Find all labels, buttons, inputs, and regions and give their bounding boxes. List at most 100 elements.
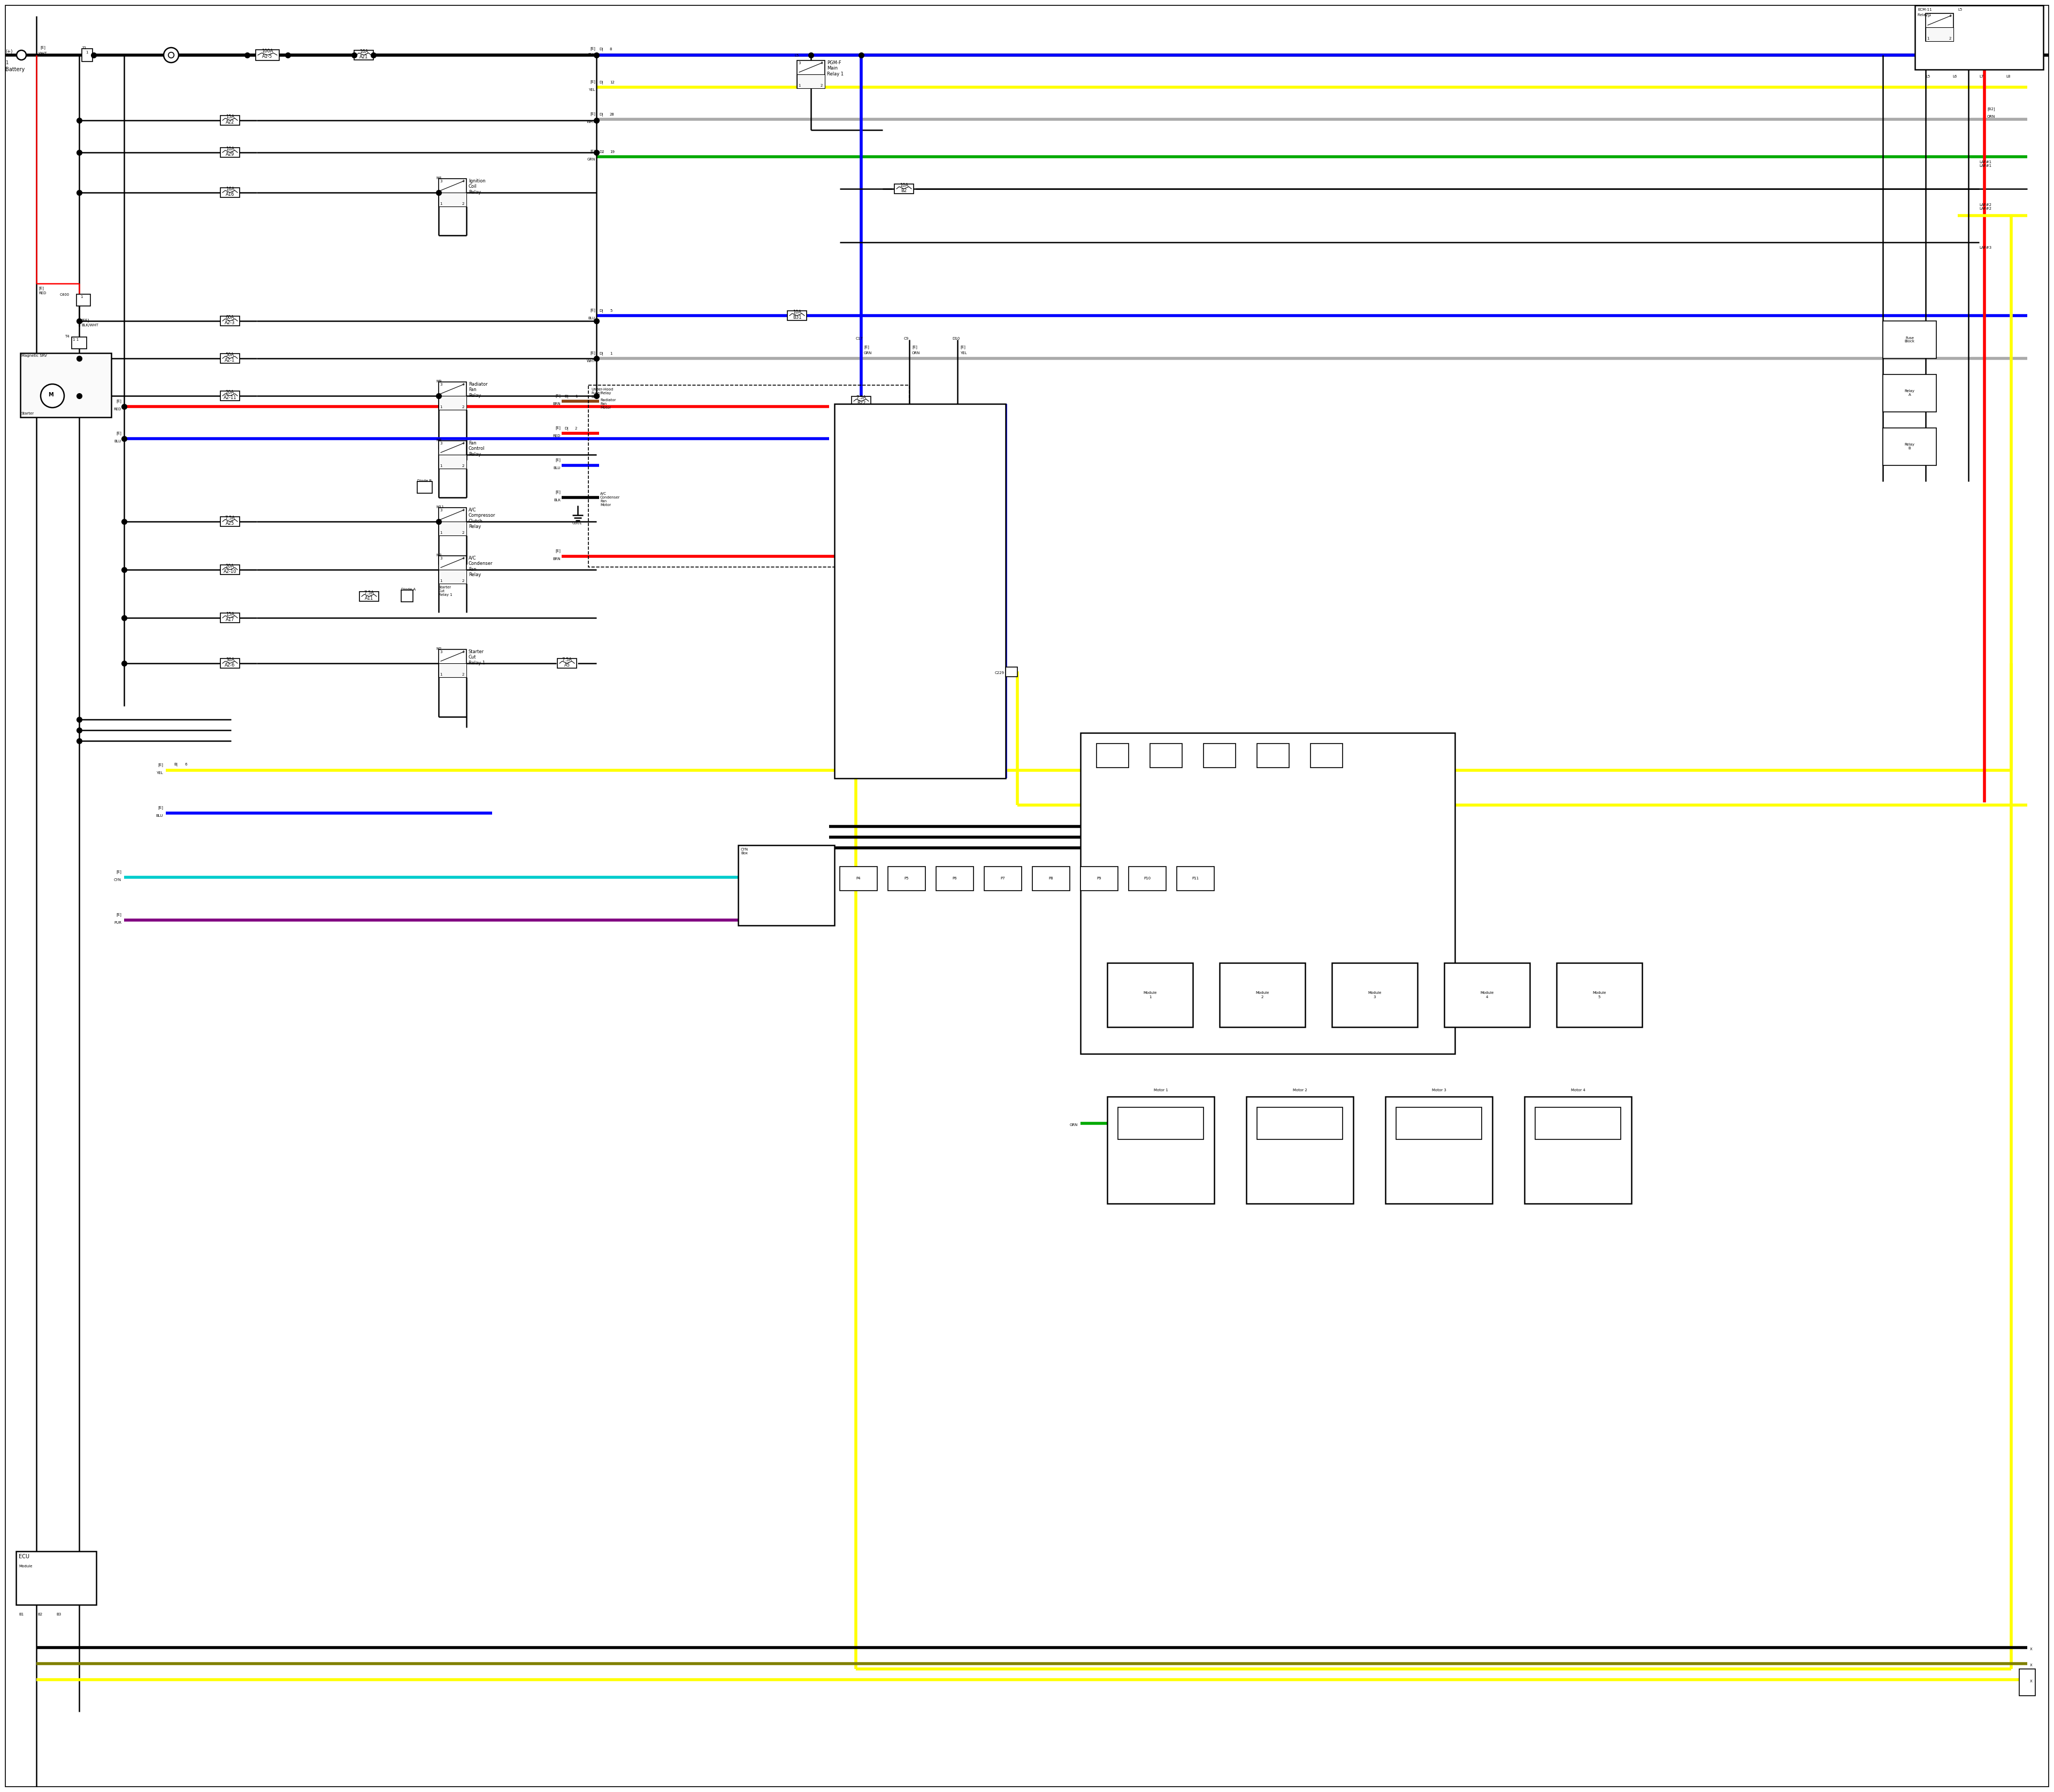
- Bar: [1444, 962, 1530, 1027]
- Text: B1: B1: [18, 1613, 25, 1616]
- Text: T4: T4: [66, 335, 70, 339]
- Text: 10A
B31: 10A B31: [793, 310, 801, 321]
- Bar: [440, 441, 466, 468]
- Text: 2: 2: [462, 464, 464, 468]
- Text: 16A
A16: 16A A16: [226, 186, 234, 197]
- Bar: [1914, 5, 2044, 70]
- Bar: [1884, 375, 1937, 412]
- Text: Module
1: Module 1: [1144, 991, 1156, 998]
- Text: 10A
A29: 10A A29: [226, 147, 234, 158]
- Text: A/C
Compressor
Clutch
Relay: A/C Compressor Clutch Relay: [468, 507, 495, 529]
- Text: Diode B: Diode B: [417, 478, 431, 482]
- Text: 4: 4: [1949, 14, 1951, 18]
- Text: P9: P9: [1097, 876, 1101, 880]
- Text: 12: 12: [610, 81, 614, 84]
- Text: [E]: [E]: [117, 869, 121, 873]
- Text: 2: 2: [820, 84, 824, 88]
- Text: 2: 2: [462, 405, 464, 409]
- Text: BRN: BRN: [553, 401, 561, 405]
- Text: D|: D|: [600, 351, 604, 357]
- Text: ECU: ECU: [18, 1554, 29, 1559]
- Bar: [255, 50, 279, 61]
- Bar: [840, 867, 877, 891]
- Bar: [1033, 867, 1070, 891]
- Text: 4: 4: [462, 179, 464, 183]
- Text: 1: 1: [86, 50, 88, 54]
- Bar: [1384, 1097, 1493, 1204]
- Text: 4: 4: [820, 61, 824, 65]
- Text: PGM-F
Main
Relay 1: PGM-F Main Relay 1: [828, 61, 844, 77]
- Bar: [1220, 962, 1304, 1027]
- Circle shape: [168, 52, 175, 57]
- Text: X: X: [2029, 1679, 2033, 1683]
- Text: CYN
Box: CYN Box: [741, 848, 748, 855]
- Bar: [220, 147, 240, 158]
- Bar: [220, 564, 240, 575]
- Text: C17: C17: [857, 337, 863, 340]
- Text: Relay 1: Relay 1: [1918, 13, 1931, 16]
- Text: YEL: YEL: [156, 771, 162, 774]
- Bar: [1177, 867, 1214, 891]
- Bar: [1204, 744, 1237, 767]
- Text: D|: D|: [600, 81, 604, 84]
- Text: [E]: [E]: [589, 111, 596, 115]
- Text: P8: P8: [1050, 876, 1054, 880]
- Text: 15A
A17: 15A A17: [226, 611, 234, 622]
- Text: 1: 1: [799, 84, 801, 88]
- Text: Relay
A: Relay A: [1904, 389, 1914, 396]
- Bar: [1927, 27, 1953, 41]
- Text: L7: L7: [1980, 75, 1984, 79]
- Bar: [1397, 1107, 1481, 1140]
- Text: 4: 4: [462, 650, 464, 654]
- Text: 7.5A
A5: 7.5A A5: [563, 658, 573, 668]
- Text: D2: D2: [600, 151, 604, 154]
- Text: 5: 5: [610, 310, 612, 312]
- Text: C9: C9: [904, 337, 910, 340]
- Text: P10: P10: [1144, 876, 1150, 880]
- Text: 3: 3: [799, 61, 801, 65]
- Text: B2: B2: [37, 1613, 43, 1616]
- Text: ORN: ORN: [1986, 115, 1994, 118]
- Text: 20A
A2-11: 20A A2-11: [224, 391, 236, 400]
- Text: Radiator
Fan
Motor: Radiator Fan Motor: [600, 398, 616, 409]
- Text: T1: T1: [82, 47, 86, 50]
- Bar: [21, 353, 111, 418]
- Text: Starter
Cut
Relay 1: Starter Cut Relay 1: [440, 586, 452, 597]
- Text: L5: L5: [1957, 7, 1962, 11]
- Text: Ignition
Coil
Relay: Ignition Coil Relay: [468, 179, 485, 195]
- Text: 6: 6: [185, 763, 187, 765]
- Text: P5: P5: [904, 876, 910, 880]
- Text: Relay
B: Relay B: [1904, 443, 1914, 450]
- Text: WHT: WHT: [39, 52, 47, 56]
- Text: 8: 8: [610, 48, 612, 50]
- Bar: [1927, 13, 1953, 41]
- Text: Fan
Control
Relay: Fan Control Relay: [468, 441, 485, 457]
- Text: 3: 3: [440, 557, 442, 561]
- Bar: [893, 185, 914, 194]
- Text: D|: D|: [600, 48, 604, 52]
- Text: C400: C400: [60, 294, 70, 296]
- Bar: [1247, 1097, 1354, 1204]
- Text: Module
4: Module 4: [1481, 991, 1493, 998]
- Text: M4: M4: [435, 177, 442, 179]
- Text: RED: RED: [39, 292, 45, 294]
- Text: 1: 1: [440, 202, 442, 206]
- Bar: [440, 521, 466, 536]
- Bar: [220, 115, 240, 125]
- Bar: [2019, 1668, 2036, 1695]
- Text: (+): (+): [6, 48, 12, 54]
- Text: Motor 4: Motor 4: [1571, 1088, 1586, 1091]
- Bar: [737, 846, 834, 925]
- Text: Module
3: Module 3: [1368, 991, 1382, 998]
- Text: 7.5A
A25: 7.5A A25: [226, 516, 234, 527]
- Bar: [220, 613, 240, 622]
- Text: 4: 4: [462, 509, 464, 513]
- Bar: [359, 591, 378, 602]
- Bar: [220, 353, 240, 364]
- Text: Radiator
Fan
Relay: Radiator Fan Relay: [468, 382, 487, 398]
- Text: 2: 2: [575, 426, 577, 430]
- Circle shape: [16, 50, 27, 59]
- Text: LAF#1
LAF#1: LAF#1 LAF#1: [1980, 161, 1992, 167]
- Text: M11: M11: [435, 505, 444, 509]
- Text: GRN: GRN: [865, 351, 873, 355]
